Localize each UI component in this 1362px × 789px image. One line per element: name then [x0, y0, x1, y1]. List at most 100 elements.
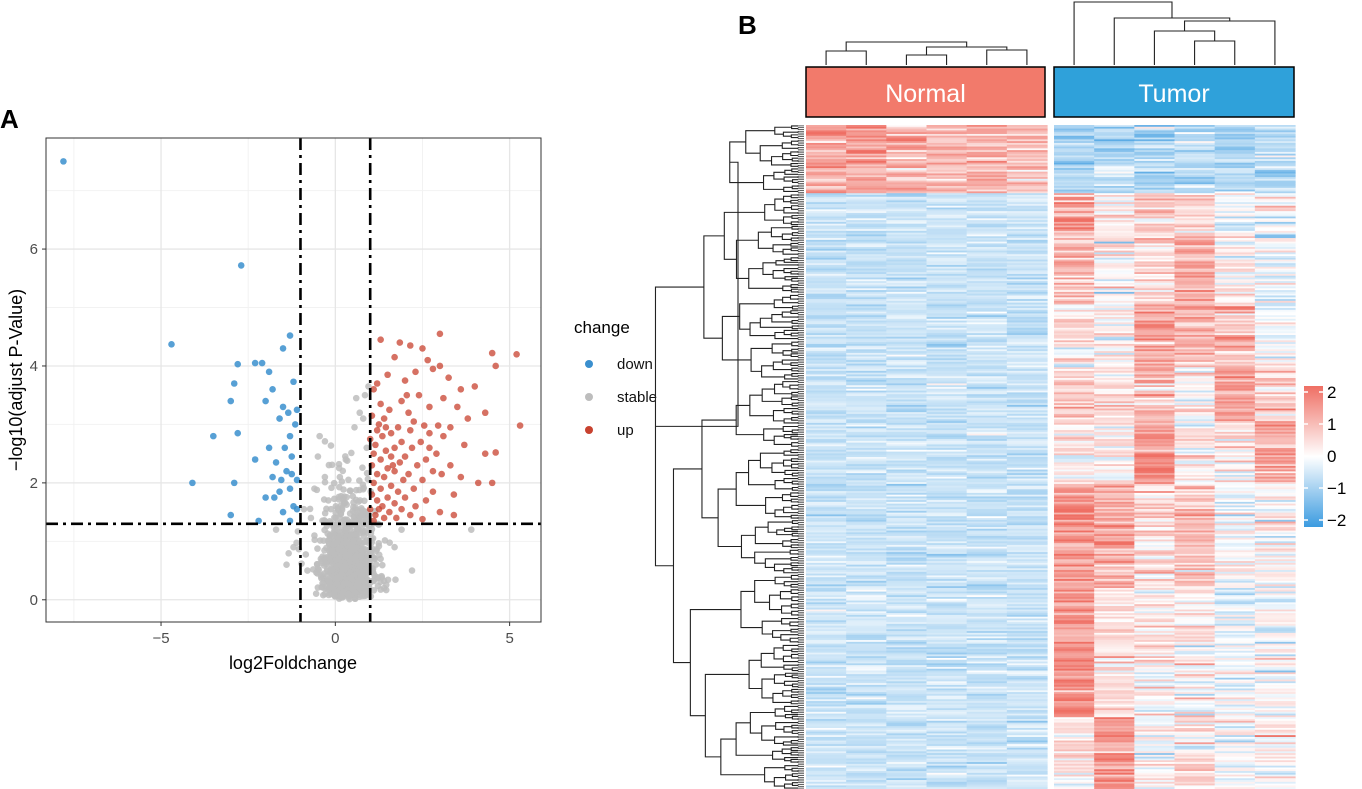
heatmap-cell — [1054, 473, 1095, 476]
heatmap-cell — [846, 218, 887, 221]
heatmap-cell — [806, 501, 847, 505]
heatmap-cell — [1006, 518, 1048, 521]
heatmap-cell — [1054, 440, 1095, 444]
heatmap-cell — [966, 300, 1008, 304]
heatmap-cell — [806, 288, 847, 291]
heatmap-cell — [846, 457, 887, 460]
heatmap-cell — [886, 223, 928, 227]
heatmap-cell — [1134, 530, 1176, 533]
heatmap-cell — [1054, 397, 1095, 401]
heatmap-cell — [1094, 329, 1135, 332]
heatmap-cell — [966, 202, 1008, 205]
heatmap-cell — [1134, 132, 1176, 135]
heatmap-cell — [1134, 191, 1176, 194]
heatmap-cell — [1134, 180, 1176, 184]
heatmap-cell — [926, 535, 968, 539]
heatmap-cell — [806, 257, 847, 261]
heatmap-cell — [1214, 325, 1256, 329]
heatmap-cell — [1214, 510, 1256, 514]
point-stable — [354, 578, 362, 585]
heatmap-cell — [966, 331, 1008, 334]
heatmap-cell — [1214, 150, 1256, 153]
dendrogram-branch — [791, 486, 798, 491]
heatmap-cell — [1254, 489, 1296, 492]
heatmap-cell — [1174, 160, 1216, 164]
heatmap-cell — [966, 437, 1008, 440]
heatmap-cell — [966, 383, 1008, 386]
point-stable — [330, 495, 338, 503]
dendrogram-branch — [790, 514, 798, 519]
heatmap-cell — [1094, 473, 1135, 476]
heatmap-cell — [1094, 417, 1135, 420]
point-up — [386, 508, 393, 516]
heatmap-cell — [806, 182, 847, 185]
heatmap-cell — [1094, 304, 1135, 307]
heatmap-cell — [1214, 361, 1256, 365]
point-up — [447, 462, 454, 469]
heatmap-cell — [1094, 462, 1135, 465]
heatmap-cell — [1134, 546, 1176, 550]
heatmap-cell — [806, 209, 847, 212]
point-up — [380, 415, 388, 422]
heatmap-cell — [1174, 189, 1216, 192]
heatmap-cell — [1094, 465, 1135, 469]
heatmap-cell — [966, 394, 1008, 397]
heatmap-cell — [1174, 128, 1216, 131]
heatmap-cell — [1006, 403, 1048, 406]
dendrogram-branch — [739, 303, 775, 330]
heatmap-cell — [1214, 169, 1256, 173]
heatmap-cell — [966, 500, 1008, 503]
heatmap-cell — [1006, 410, 1048, 413]
heatmap-cell — [1134, 457, 1176, 460]
heatmap-cell — [966, 284, 1008, 288]
heatmap-cell — [1094, 537, 1135, 541]
heatmap-cell — [806, 372, 847, 376]
heatmap-cell — [1134, 284, 1176, 288]
heatmap-cell — [1174, 132, 1216, 135]
heatmap-cell — [966, 153, 1008, 157]
dendrogram-branch — [790, 237, 798, 242]
dendrogram-branch — [775, 260, 798, 266]
heatmap-cell — [1134, 148, 1176, 151]
heatmap-cell — [1254, 419, 1296, 422]
heatmap-cell — [1054, 534, 1095, 537]
heatmap-cell — [926, 415, 968, 419]
heatmap-cell — [926, 500, 968, 503]
heatmap-cell — [926, 291, 968, 295]
heatmap-cell — [1134, 133, 1176, 137]
heatmap-cell — [1134, 415, 1176, 419]
heatmap-cell — [1006, 487, 1048, 490]
heatmap-cell — [1254, 144, 1296, 148]
heatmap-cell — [1214, 300, 1256, 304]
heatmap-cell — [1174, 318, 1216, 322]
heatmap-cell — [886, 439, 928, 442]
heatmap-cell — [926, 250, 968, 254]
heatmap-cell — [846, 345, 887, 349]
heatmap-cell — [1214, 433, 1256, 437]
heatmap-cell — [806, 141, 847, 144]
heatmap-cell — [886, 182, 928, 185]
heatmap-cell — [806, 313, 847, 316]
heatmap-cell — [1134, 311, 1176, 315]
heatmap-cell — [1134, 403, 1176, 406]
heatmap-cell — [1134, 374, 1176, 377]
heatmap-cell — [846, 394, 887, 397]
heatmap-cell — [1174, 453, 1216, 456]
heatmap-cell — [806, 431, 847, 435]
heatmap-cell — [966, 135, 1008, 139]
heatmap-cell — [1254, 510, 1296, 514]
heatmap-cell — [1054, 263, 1095, 266]
heatmap-cell — [1214, 539, 1256, 542]
heatmap-cell — [1054, 444, 1095, 447]
heatmap-cell — [1006, 546, 1048, 550]
heatmap-cell — [806, 458, 847, 462]
heatmap-cell — [1054, 555, 1095, 559]
heatmap-cell — [1094, 394, 1135, 397]
heatmap-cell — [886, 256, 928, 259]
heatmap-cell — [1214, 178, 1256, 182]
heatmap-cell — [1134, 200, 1176, 203]
dendrogram-branch — [790, 310, 798, 314]
heatmap-cell — [886, 306, 928, 309]
heatmap-cell — [806, 552, 847, 555]
